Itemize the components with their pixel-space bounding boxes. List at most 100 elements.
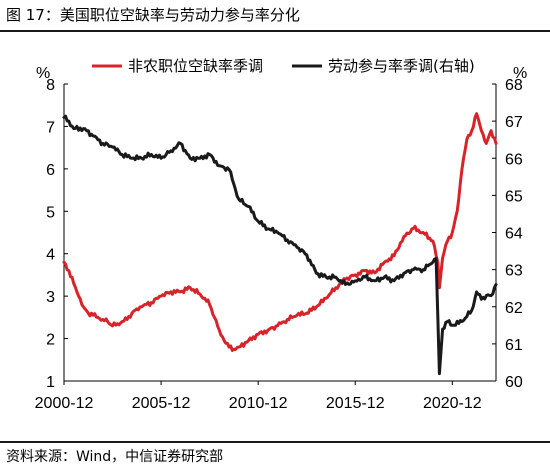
series-1-point: [199, 293, 201, 295]
x-tick-label: 2020-12: [423, 395, 482, 412]
left-tick-label: 5: [46, 204, 55, 221]
series-2-point: [286, 239, 289, 241]
series-1-point: [237, 346, 240, 348]
series-2-point: [121, 153, 123, 156]
x-tick-label: 2015-12: [326, 395, 385, 412]
series-1-point: [218, 329, 221, 331]
x-tick-label: 2005-12: [132, 395, 191, 412]
series-1-point: [286, 318, 289, 321]
series-1-point: [82, 306, 85, 308]
series-1-point: [354, 274, 357, 276]
series-2-point: [72, 127, 75, 130]
series-1-point: [480, 129, 483, 132]
series-2-point: [490, 294, 492, 297]
series-1-point: [305, 312, 308, 314]
series-1-point: [466, 138, 468, 140]
series-2-point: [63, 116, 65, 119]
series-2-point: [208, 153, 211, 156]
series-2-point: [475, 291, 478, 293]
series-1-point: [364, 269, 366, 272]
source-note: 资料来源：Wind，中信证券研究部: [6, 449, 224, 465]
series-1-point: [276, 325, 279, 327]
series-1-point: [126, 318, 128, 321]
series-2-point: [170, 150, 172, 152]
left-tick-label: 8: [46, 77, 55, 94]
right-tick-label: 67: [505, 114, 523, 131]
right-tick-label: 62: [505, 300, 523, 317]
series-2-point: [189, 157, 191, 160]
series-1-point: [87, 312, 90, 314]
series-1-point: [470, 129, 473, 132]
series-1-point: [150, 301, 153, 304]
series-1-point: [383, 261, 386, 264]
series-1-point: [102, 318, 104, 321]
series-2-point: [383, 276, 386, 278]
series-2-point: [315, 272, 318, 275]
right-tick-label: 68: [505, 77, 523, 94]
series-1-point: [63, 261, 65, 264]
series-1-point: [451, 231, 454, 234]
series-2-point: [228, 168, 230, 171]
series-1-point: [432, 240, 434, 242]
series-2-point: [344, 283, 347, 286]
series-2-point: [403, 272, 405, 275]
series-1-point: [140, 306, 143, 308]
right-tick-label: 65: [505, 188, 523, 205]
series-1-point: [257, 333, 260, 336]
series-1-point: [422, 231, 425, 234]
series-line-2: [62, 114, 498, 376]
series-2-point: [150, 153, 153, 156]
series-2-point: [247, 205, 250, 208]
series-2-point: [68, 120, 70, 122]
series-1-point: [373, 272, 376, 274]
series-2-point: [393, 280, 395, 282]
series-2-point: [461, 320, 463, 323]
series-2-point: [102, 142, 104, 145]
right-tick-label: 60: [505, 374, 523, 391]
x-tick-label: 2000-12: [35, 395, 94, 412]
bottom-rule: [0, 441, 550, 443]
series-2-point: [451, 324, 454, 327]
series-1-point: [106, 320, 109, 323]
left-tick-label: 7: [46, 119, 55, 136]
series-1-point: [495, 142, 497, 145]
series-2-point: [131, 157, 133, 160]
figure-title: 图 17：美国职位空缺率与劳动力参与率分化: [6, 6, 300, 24]
left-tick-label: 2: [46, 332, 55, 349]
series-2-point: [435, 257, 437, 260]
series-2-point: [335, 276, 337, 278]
series-1-point: [247, 339, 250, 342]
series-2-point: [485, 294, 488, 297]
right-tick-label: 61: [505, 337, 523, 354]
series-1-point: [335, 286, 337, 289]
plot-area: [62, 112, 498, 376]
series-1-point: [213, 316, 216, 319]
series-1-point: [412, 227, 415, 230]
left-tick-label: 6: [46, 162, 55, 179]
series-1-point: [456, 210, 459, 213]
series-1-point: [438, 286, 441, 289]
series-2-point: [354, 280, 357, 282]
series-1-point: [72, 282, 75, 285]
series-line-1: [62, 112, 498, 352]
series-2-point: [296, 246, 298, 249]
series-1-point: [296, 314, 298, 317]
series-2-point: [267, 228, 269, 230]
series-2-point: [179, 142, 182, 145]
chart-axes: [63, 83, 497, 385]
left-axis-unit: %: [36, 65, 50, 82]
series-1-point: [68, 269, 70, 272]
series-2-point: [495, 283, 497, 286]
series-1-point: [223, 339, 225, 342]
series-1-point: [441, 257, 444, 259]
right-tick-label: 66: [505, 151, 523, 168]
series-2-point: [160, 157, 162, 160]
series-2-point: [441, 328, 444, 330]
series-1-point: [228, 346, 230, 348]
series-1-point: [204, 297, 206, 300]
series-2-point: [438, 372, 441, 375]
series-2-point: [82, 127, 85, 130]
series-1-point: [490, 129, 492, 132]
series-2-point: [432, 261, 434, 264]
right-axis-unit: %: [513, 65, 527, 82]
